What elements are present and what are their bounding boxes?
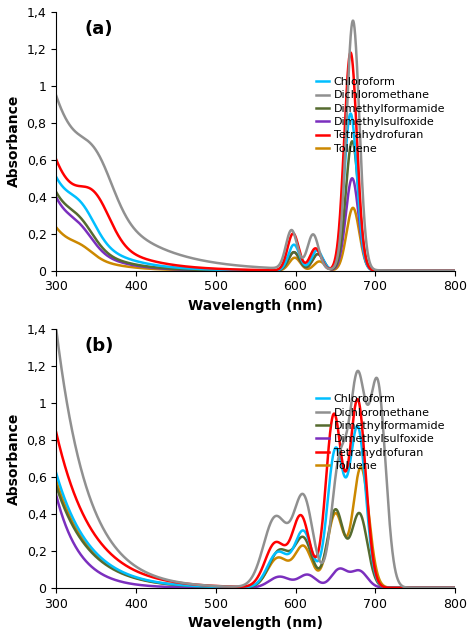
Text: (b): (b) xyxy=(84,337,113,355)
X-axis label: Wavelength (nm): Wavelength (nm) xyxy=(188,299,323,313)
Legend: Chloroform, Dichloromethane, Dimethylformamide, Dimethylsulfoxide, Tetrahydrofur: Chloroform, Dichloromethane, Dimethylfor… xyxy=(311,390,449,475)
Y-axis label: Absorbance: Absorbance xyxy=(7,412,21,505)
Y-axis label: Absorbance: Absorbance xyxy=(7,95,21,187)
X-axis label: Wavelength (nm): Wavelength (nm) xyxy=(188,616,323,630)
Legend: Chloroform, Dichloromethane, Dimethylformamide, Dimethylsulfoxide, Tetrahydrofur: Chloroform, Dichloromethane, Dimethylfor… xyxy=(311,73,449,158)
Text: (a): (a) xyxy=(84,20,113,38)
